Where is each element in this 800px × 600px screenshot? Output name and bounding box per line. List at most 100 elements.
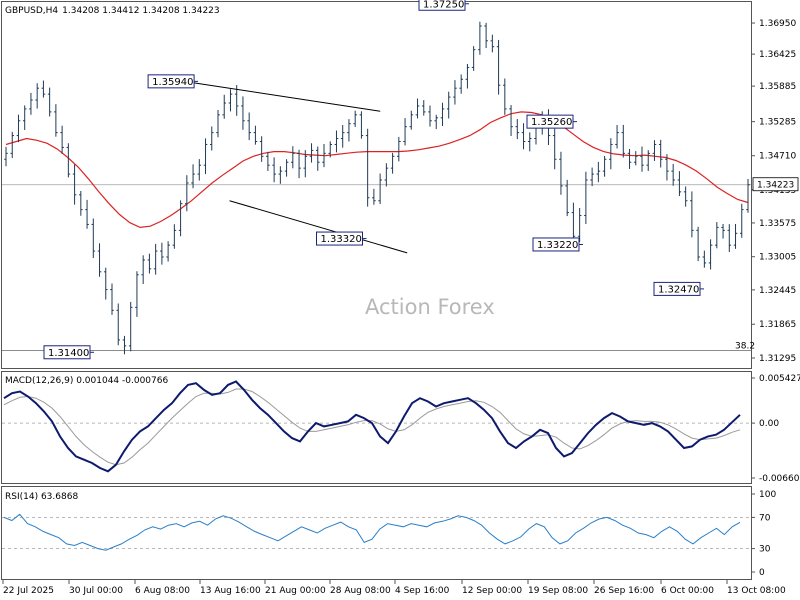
rsi-ytick-label: 100 — [759, 490, 776, 500]
price-y-axis: 1.369501.364251.358851.352851.347101.341… — [751, 19, 799, 364]
price-bar — [203, 138, 208, 175]
price-bar — [160, 242, 164, 265]
price-bar — [147, 253, 152, 274]
price-callout-label: 1.32470 — [658, 284, 699, 295]
price-bar — [733, 223, 738, 249]
macd-title: MACD(12,26,9) 0.001044 -0.000766 — [5, 376, 168, 386]
price-bar — [671, 163, 675, 186]
time-tick-label: 26 Sep 16:00 — [594, 586, 654, 596]
price-bar — [66, 143, 71, 178]
price-bar — [334, 130, 339, 153]
price-bar — [509, 105, 513, 137]
price-bar — [708, 239, 713, 270]
price-callout: 1.33220 — [532, 237, 583, 252]
price-bar — [253, 125, 258, 145]
price-bar — [284, 159, 289, 177]
price-bar — [72, 164, 77, 205]
price-bar — [515, 119, 520, 140]
price-bar — [746, 179, 750, 213]
time-tick-label: 30 Jul 00:00 — [69, 586, 123, 596]
price-gridlines: 38.2 — [2, 184, 755, 352]
price-bar — [54, 104, 58, 137]
rsi-title: RSI(14) 63.6868 — [5, 492, 78, 502]
price-bar — [503, 78, 507, 115]
price-bar — [571, 202, 576, 244]
price-callout-label: 1.31400 — [48, 348, 89, 359]
price-callout: 1.35260 — [526, 114, 577, 129]
time-tick-label: 13 Oct 08:00 — [727, 586, 786, 596]
rsi-panel-frame — [1, 486, 752, 580]
price-bar — [584, 171, 588, 225]
price-bar — [421, 100, 426, 116]
price-bar — [727, 224, 732, 253]
price-bar — [384, 163, 389, 187]
price-bar — [390, 152, 395, 174]
price-bar — [527, 132, 532, 152]
current-price-tag — [752, 177, 799, 192]
rsi-layer: 100 70 30 0 — [2, 490, 776, 578]
price-ytick-label: 1.36425 — [759, 50, 796, 60]
price-bar — [471, 46, 476, 71]
macd-ytick-label: 0.005427 — [759, 374, 800, 384]
time-tick-label: 19 Sep 08:00 — [528, 586, 588, 596]
price-bar — [633, 151, 638, 166]
price-bar — [291, 146, 295, 169]
price-ytick-label: 1.33005 — [759, 253, 796, 263]
price-bar — [110, 283, 114, 315]
price-bar — [79, 190, 83, 216]
time-tick-label: 13 Aug 16:00 — [200, 586, 261, 596]
price-bar — [234, 85, 239, 116]
price-bar — [116, 303, 121, 346]
rsi-line — [3, 513, 741, 551]
price-bar — [702, 250, 707, 268]
price-ytick-label: 1.34710 — [759, 152, 796, 162]
price-bar — [22, 105, 27, 130]
price-bar — [496, 39, 501, 95]
price-bar — [565, 179, 569, 217]
price-bar — [596, 161, 601, 183]
price-bar — [153, 243, 158, 275]
price-bar — [602, 155, 607, 177]
time-axis: 22 Jul 2025 30 Jul 00:00 6 Aug 08:00 13 Aug… — [2, 580, 786, 596]
price-bar — [646, 150, 651, 171]
price-bar — [690, 191, 694, 238]
price-bar — [228, 89, 233, 112]
current-price-label: 1.34223 — [757, 181, 794, 191]
price-bar — [434, 114, 439, 130]
rsi-ytick-label: 70 — [759, 513, 771, 523]
price-callout: 1.33320 — [316, 231, 367, 246]
ohlc-values: 1.34208 1.34412 1.34208 1.34223 — [62, 6, 219, 16]
price-bar — [166, 241, 170, 262]
price-bar — [272, 157, 276, 183]
time-tick-label: 12 Sep 00:00 — [462, 586, 522, 596]
moving-average-layer — [5, 111, 749, 229]
rsi-ytick-label: 0 — [759, 568, 765, 578]
price-bar — [609, 138, 613, 170]
watermark: Action Forex — [365, 295, 495, 319]
price-bar — [403, 118, 407, 146]
price-callout-label: 1.33220 — [537, 240, 578, 251]
price-bar — [478, 21, 482, 55]
moving-average-line — [5, 111, 749, 229]
rsi-ytick-label: 30 — [759, 545, 771, 555]
price-bar — [397, 136, 401, 162]
time-tick-label: 6 Aug 08:00 — [135, 586, 190, 596]
price-bar — [353, 110, 357, 127]
price-bar — [615, 124, 619, 149]
price-bar — [141, 255, 145, 285]
price-bar — [453, 80, 457, 105]
price-ytick-label: 1.32445 — [759, 286, 796, 296]
price-bar — [696, 226, 700, 262]
price-bar — [340, 124, 345, 148]
price-bar — [216, 110, 220, 138]
time-tick-label: 6 Oct 00:00 — [661, 586, 714, 596]
price-bar — [658, 139, 663, 168]
macd-signal-line — [3, 388, 741, 466]
price-header: GBPUSD,H4 1.34208 1.34412 1.34208 1.34223 — [5, 6, 220, 16]
price-bar — [683, 186, 688, 207]
price-bar — [315, 146, 320, 171]
price-bar — [16, 114, 21, 143]
price-bar — [322, 144, 326, 168]
price-bar — [365, 128, 370, 207]
price-bar — [652, 140, 657, 161]
